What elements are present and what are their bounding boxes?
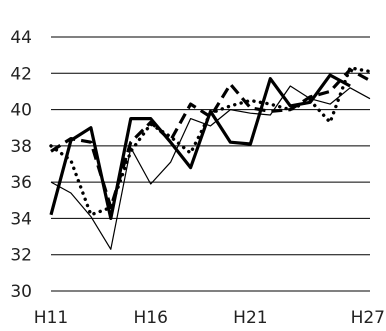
y-tick-label: 34 bbox=[10, 209, 32, 229]
x-tick-label: H11 bbox=[34, 308, 68, 328]
series-lines bbox=[49, 66, 372, 250]
series-line-2 bbox=[50, 85, 371, 250]
y-tick-label: 30 bbox=[10, 282, 32, 302]
x-tick-label: H27 bbox=[351, 308, 385, 328]
y-tick-label: 44 bbox=[10, 28, 32, 48]
series-line-1 bbox=[49, 73, 351, 220]
y-axis-ticks: 30 32 34 36 38 40 42 44 bbox=[10, 28, 32, 302]
x-axis-ticks: H11 H16 H21 H27 bbox=[34, 308, 385, 328]
y-tick-label: 40 bbox=[10, 101, 32, 121]
series-line-3 bbox=[50, 68, 371, 210]
y-tick-label: 36 bbox=[10, 173, 32, 193]
y-tick-label: 32 bbox=[10, 246, 32, 266]
y-tick-label: 38 bbox=[10, 137, 32, 157]
x-tick-label: H21 bbox=[233, 308, 267, 328]
y-tick-label: 42 bbox=[10, 64, 32, 84]
x-tick-label: H16 bbox=[133, 308, 167, 328]
series-line-4 bbox=[49, 66, 372, 217]
